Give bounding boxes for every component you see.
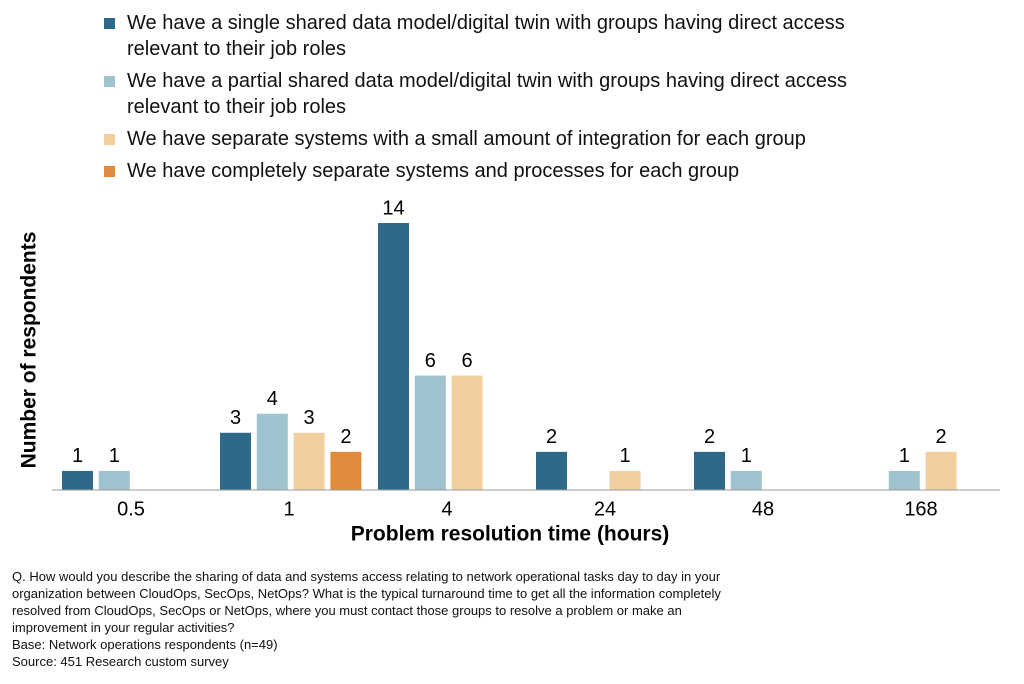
legend-swatch xyxy=(104,166,115,177)
legend-item: We have completely separate systems and … xyxy=(100,158,900,184)
value-label: 1 xyxy=(72,445,83,467)
value-label: 1 xyxy=(620,445,631,467)
legend-item: We have separate systems with a small am… xyxy=(100,126,900,152)
legend-swatch xyxy=(104,18,115,29)
bar xyxy=(378,223,409,490)
bar xyxy=(451,375,483,490)
legend-swatch xyxy=(104,76,115,87)
legend: We have a single shared data model/digit… xyxy=(100,10,900,190)
value-label: 1 xyxy=(109,445,120,467)
x-tick-label: 0.5 xyxy=(117,498,145,520)
footnotes: Q. How would you describe the sharing of… xyxy=(12,568,742,670)
bar xyxy=(888,470,920,490)
x-tick-label: 4 xyxy=(441,498,452,520)
bar xyxy=(98,470,130,490)
legend-label: We have separate systems with a small am… xyxy=(127,128,806,150)
value-label: 14 xyxy=(382,197,404,219)
legend-item: We have a partial shared data model/digi… xyxy=(100,68,900,120)
legend-swatch xyxy=(104,134,115,145)
bar xyxy=(609,470,641,490)
bar xyxy=(730,470,762,490)
x-tick-label: 24 xyxy=(594,498,616,520)
value-label: 2 xyxy=(936,426,947,448)
legend-label: We have a single shared data model/digit… xyxy=(127,12,845,60)
footnote: Base: Network operations respondents (n=… xyxy=(12,637,278,652)
bar xyxy=(293,432,325,490)
value-label: 2 xyxy=(704,426,715,448)
bar xyxy=(536,451,567,490)
value-label: 4 xyxy=(267,388,278,410)
x-tick-label: 168 xyxy=(904,498,937,520)
value-label: 2 xyxy=(546,426,557,448)
x-axis-title: Problem resolution time (hours) xyxy=(351,523,670,546)
value-label: 6 xyxy=(462,350,473,372)
value-label: 6 xyxy=(425,350,436,372)
x-tick-label: 1 xyxy=(283,498,294,520)
value-label: 3 xyxy=(304,407,315,429)
bar xyxy=(220,432,251,490)
footnote: Q. How would you describe the sharing of… xyxy=(12,569,721,635)
value-label: 2 xyxy=(340,426,351,448)
bar xyxy=(62,470,93,490)
value-label: 3 xyxy=(230,407,241,429)
bar xyxy=(330,451,362,490)
footnote: Source: 451 Research custom survey xyxy=(12,654,229,669)
bar xyxy=(694,451,725,490)
bar xyxy=(414,375,446,490)
y-axis-title: Number of respondents xyxy=(18,232,41,469)
legend-label: We have completely separate systems and … xyxy=(127,160,740,182)
legend-item: We have a single shared data model/digit… xyxy=(100,10,900,62)
value-label: 1 xyxy=(741,445,752,467)
bar xyxy=(925,451,957,490)
x-tick-label: 48 xyxy=(752,498,774,520)
legend-label: We have a partial shared data model/digi… xyxy=(127,70,848,118)
value-label: 1 xyxy=(899,445,910,467)
bar xyxy=(256,413,288,490)
